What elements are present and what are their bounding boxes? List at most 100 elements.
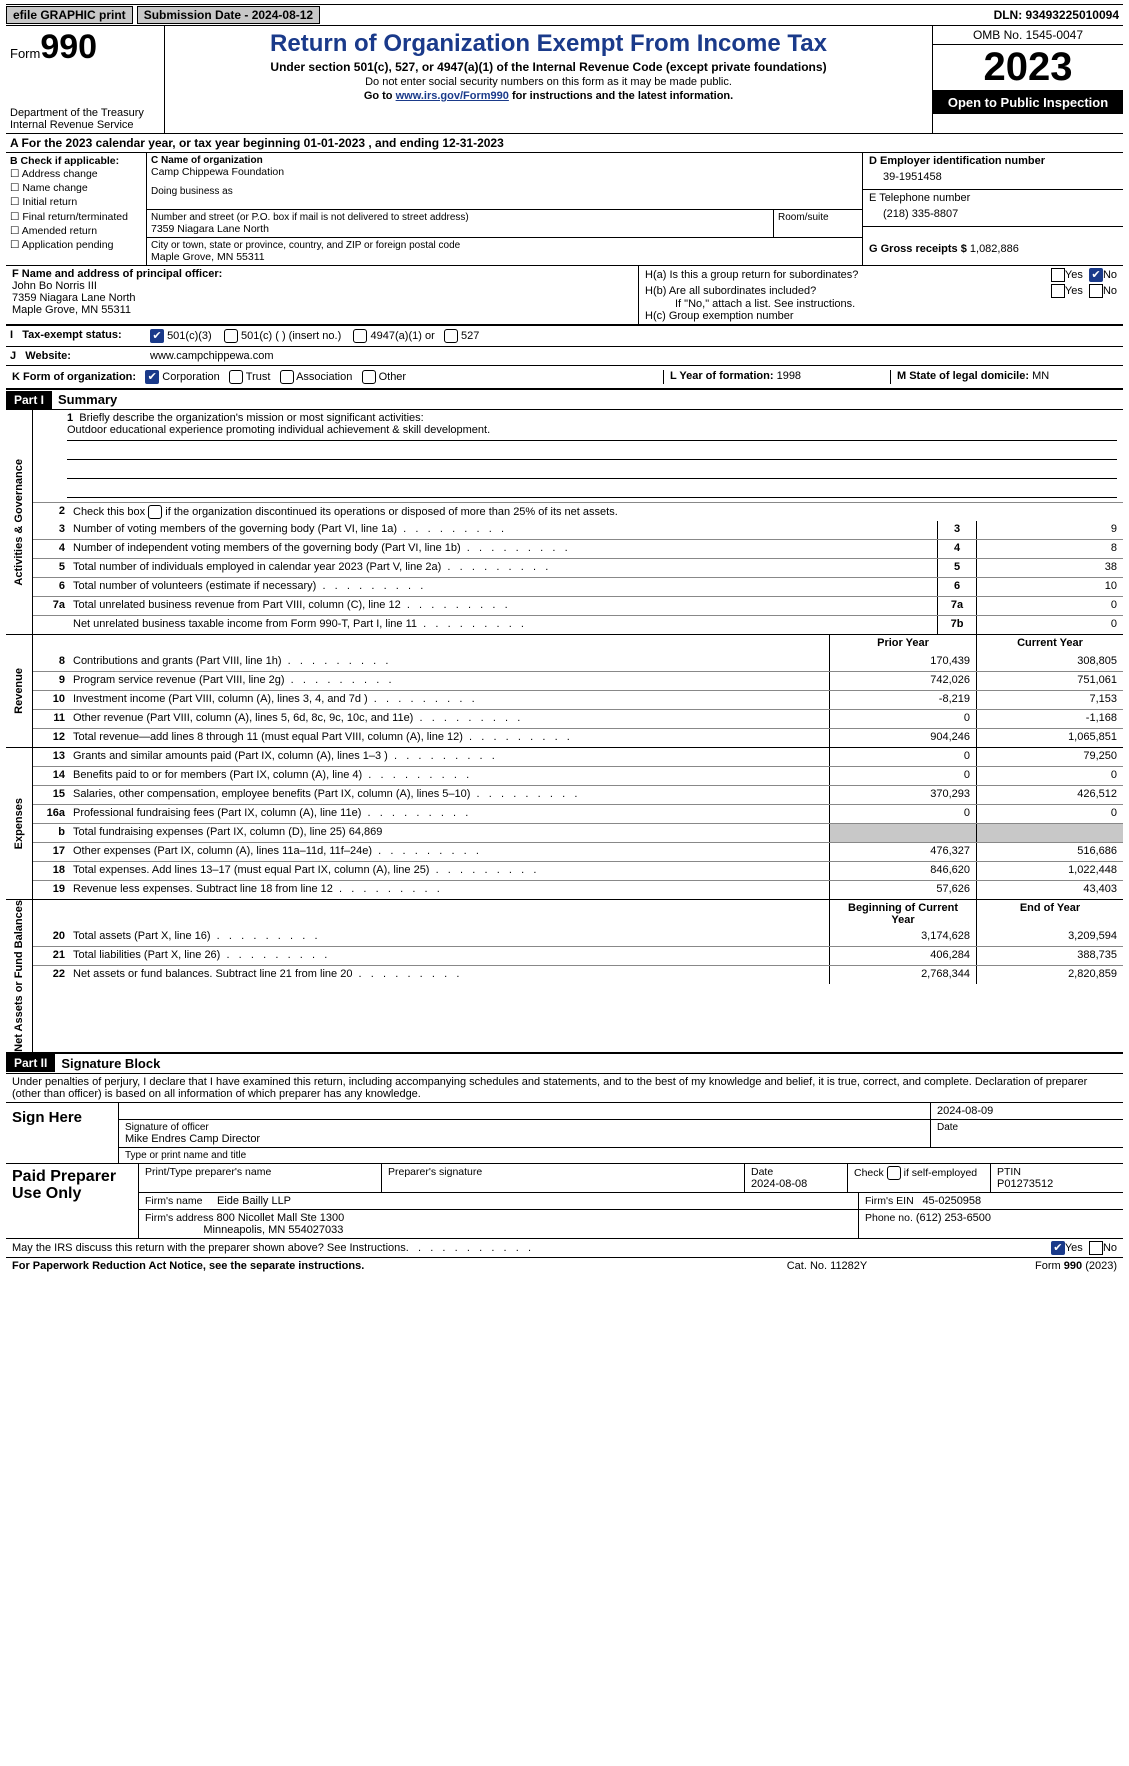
k-label: K Form of organization: bbox=[12, 371, 136, 383]
org-name-label: C Name of organization bbox=[151, 155, 858, 166]
l-value: 1998 bbox=[777, 370, 801, 382]
phone-label: E Telephone number bbox=[869, 192, 1117, 204]
chk-other[interactable] bbox=[362, 370, 376, 384]
form-prefix: Form bbox=[10, 46, 40, 61]
firm-phone-cell: Phone no. (612) 253-6500 bbox=[859, 1210, 1123, 1238]
chk-initial-return[interactable]: Initial return bbox=[10, 195, 142, 209]
ha-no[interactable]: ✔ bbox=[1089, 268, 1103, 282]
yes-label: Yes bbox=[1065, 1242, 1083, 1254]
type-title-label: Type or print name and title bbox=[119, 1148, 1123, 1163]
hb-yes[interactable] bbox=[1051, 284, 1065, 298]
omb-number: OMB No. 1545-0047 bbox=[933, 26, 1123, 45]
gov-line-3: 3Number of voting members of the governi… bbox=[33, 521, 1123, 539]
i-label: I Tax-exempt status: bbox=[6, 326, 146, 346]
phone-cell: E Telephone number (218) 335-8807 bbox=[863, 190, 1123, 227]
m-value: MN bbox=[1032, 370, 1049, 382]
city-value: Maple Grove, MN 55311 bbox=[151, 251, 858, 263]
current-year-hdr: Current Year bbox=[976, 635, 1123, 653]
address-row: Number and street (or P.O. box if mail i… bbox=[147, 210, 862, 238]
i-options: ✔ 501(c)(3) 501(c) ( ) (insert no.) 4947… bbox=[146, 326, 1123, 346]
k-section: K Form of organization: ✔ Corporation Tr… bbox=[12, 370, 663, 384]
chk-501c3[interactable]: ✔ bbox=[150, 329, 164, 343]
prep-name-cell: Print/Type preparer's name bbox=[139, 1164, 382, 1192]
org-name: Camp Chippewa Foundation bbox=[151, 166, 858, 178]
room-cell: Room/suite bbox=[774, 210, 862, 238]
discuss-text: May the IRS discuss this return with the… bbox=[12, 1242, 1051, 1254]
paid-preparer-row: Paid Preparer Use Only Print/Type prepar… bbox=[6, 1164, 1123, 1239]
opt-527: 527 bbox=[461, 330, 479, 342]
signature-section: Under penalties of perjury, I declare th… bbox=[6, 1074, 1123, 1258]
ha-yes[interactable] bbox=[1051, 268, 1065, 282]
line-2: 2 Check this box if the organization dis… bbox=[33, 502, 1123, 521]
opt-corp: Corporation bbox=[162, 371, 219, 383]
chk-501c[interactable] bbox=[224, 329, 238, 343]
exp-line-15: 15Salaries, other compensation, employee… bbox=[33, 785, 1123, 804]
chk-name-change[interactable]: Name change bbox=[10, 181, 142, 195]
goto-pre: Go to bbox=[364, 90, 396, 102]
room-label: Room/suite bbox=[778, 212, 858, 223]
ein-cell: D Employer identification number 39-1951… bbox=[863, 153, 1123, 190]
exp-line-16a: 16aProfessional fundraising fees (Part I… bbox=[33, 804, 1123, 823]
ein-label: D Employer identification number bbox=[869, 155, 1045, 167]
no-label: No bbox=[1103, 1242, 1117, 1254]
chk-address-change[interactable]: Address change bbox=[10, 167, 142, 181]
line2-text: Check this box if the organization disco… bbox=[69, 503, 1123, 521]
chk-amended-return[interactable]: Amended return bbox=[10, 224, 142, 238]
ha-label: H(a) Is this a group return for subordin… bbox=[645, 269, 1051, 281]
top-bar: efile GRAPHIC print Submission Date - 20… bbox=[6, 4, 1123, 26]
f-label: F Name and address of principal officer: bbox=[12, 268, 222, 280]
form-990-page: efile GRAPHIC print Submission Date - 20… bbox=[0, 0, 1129, 1278]
discuss-yes[interactable]: ✔ bbox=[1051, 1241, 1065, 1255]
m-label: M State of legal domicile: bbox=[897, 370, 1029, 382]
mission-text: Outdoor educational experience promoting… bbox=[67, 424, 1117, 441]
header-mid: Return of Organization Exempt From Incom… bbox=[165, 26, 932, 133]
chk-discontinued[interactable] bbox=[148, 505, 162, 519]
chk-trust[interactable] bbox=[229, 370, 243, 384]
net-line-21: 21Total liabilities (Part X, line 26)406… bbox=[33, 946, 1123, 965]
dln: DLN: 93493225010094 bbox=[994, 8, 1123, 22]
opt-501c: 501(c) ( ) (insert no.) bbox=[241, 330, 341, 342]
open-inspection: Open to Public Inspection bbox=[933, 91, 1123, 114]
activities-governance: Activities & Governance 1 Briefly descri… bbox=[6, 410, 1123, 635]
hb-no[interactable] bbox=[1089, 284, 1103, 298]
discuss-row: May the IRS discuss this return with the… bbox=[6, 1239, 1123, 1258]
chk-application-pending[interactable]: Application pending bbox=[10, 238, 142, 252]
chk-527[interactable] bbox=[444, 329, 458, 343]
self-emp-cell: Check if self-employed bbox=[848, 1164, 991, 1192]
firm-ein-cell: Firm's EIN 45-0250958 bbox=[859, 1193, 1123, 1209]
officer-h-row: F Name and address of principal officer:… bbox=[6, 266, 1123, 325]
net-header-row: Beginning of Current Year End of Year bbox=[33, 900, 1123, 928]
prior-year-hdr: Prior Year bbox=[829, 635, 976, 653]
efile-print-button[interactable]: efile GRAPHIC print bbox=[6, 6, 133, 24]
rev-line-9: 9Program service revenue (Part VIII, lin… bbox=[33, 671, 1123, 690]
exp-line-17: 17Other expenses (Part IX, column (A), l… bbox=[33, 842, 1123, 861]
chk-assoc[interactable] bbox=[280, 370, 294, 384]
firm-addr-cell: Firm's address 800 Nicollet Mall Ste 130… bbox=[139, 1210, 859, 1238]
irs-link[interactable]: www.irs.gov/Form990 bbox=[396, 90, 509, 102]
rev-line-11: 11Other revenue (Part VIII, column (A), … bbox=[33, 709, 1123, 728]
eoy-hdr: End of Year bbox=[976, 900, 1123, 928]
officer-name-title: Mike Endres Camp Director bbox=[125, 1133, 260, 1145]
hb-label: H(b) Are all subordinates included? bbox=[645, 285, 1051, 297]
phone-value: (218) 335-8807 bbox=[869, 204, 1117, 224]
header-right: OMB No. 1545-0047 2023 Open to Public In… bbox=[932, 26, 1123, 133]
paid-label: Paid Preparer Use Only bbox=[6, 1164, 139, 1238]
chk-4947[interactable] bbox=[353, 329, 367, 343]
city-label: City or town, state or province, country… bbox=[151, 240, 858, 251]
rev-line-10: 10Investment income (Part VIII, column (… bbox=[33, 690, 1123, 709]
street-cell: Number and street (or P.O. box if mail i… bbox=[147, 210, 774, 238]
officer-addr2: Maple Grove, MN 55311 bbox=[12, 304, 131, 316]
gov-line-7b: Net unrelated business taxable income fr… bbox=[33, 615, 1123, 634]
rev-header-row: Prior Year Current Year bbox=[33, 635, 1123, 653]
chk-final-return[interactable]: Final return/terminated bbox=[10, 210, 142, 224]
gov-line-4: 4Number of independent voting members of… bbox=[33, 539, 1123, 558]
chk-self-emp[interactable] bbox=[887, 1166, 901, 1180]
l-label: L Year of formation: bbox=[670, 370, 774, 382]
form-num: 990 bbox=[40, 28, 97, 66]
discuss-no[interactable] bbox=[1089, 1241, 1103, 1255]
opt-4947: 4947(a)(1) or bbox=[371, 330, 435, 342]
sig-officer-cell: Signature of officer Mike Endres Camp Di… bbox=[119, 1120, 931, 1147]
part2-label: Part II bbox=[6, 1054, 55, 1072]
net-line-22: 22Net assets or fund balances. Subtract … bbox=[33, 965, 1123, 984]
chk-corp[interactable]: ✔ bbox=[145, 370, 159, 384]
